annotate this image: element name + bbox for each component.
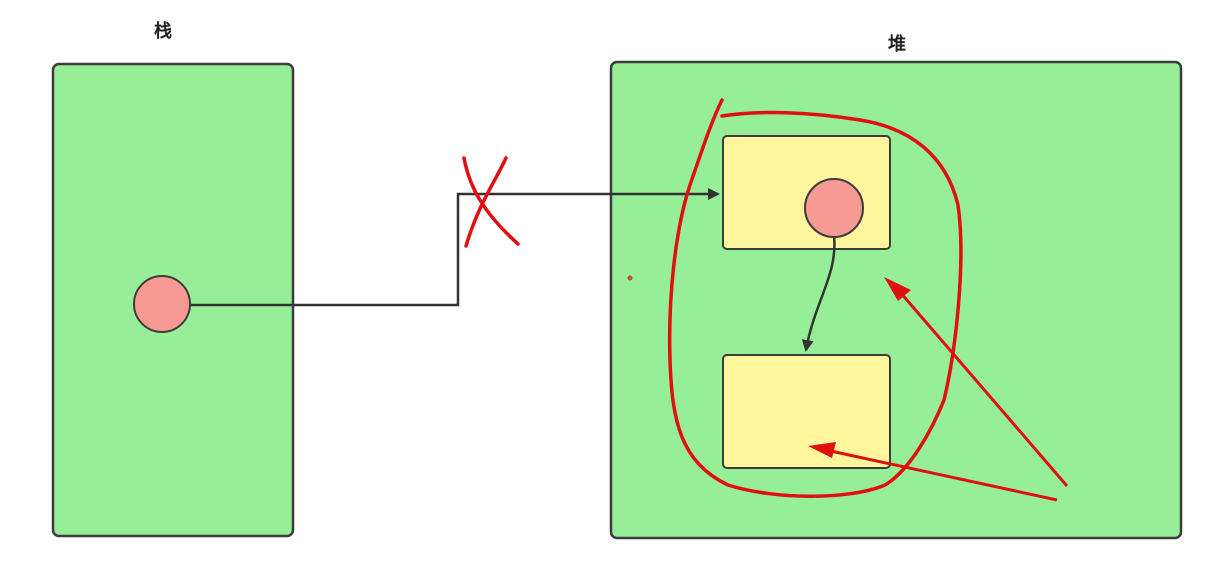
- garbage-group-circle: [667, 98, 963, 498]
- reference-cut-mark: [462, 156, 520, 248]
- annotation-arrow-lower-line: [825, 448, 1058, 502]
- stray-dot: [627, 275, 633, 281]
- heap-reference-node: [804, 178, 864, 238]
- heap-internal-reference-line: [801, 234, 836, 352]
- heap-object-lower: [722, 354, 891, 469]
- annotation-arrow-lower-head: [808, 442, 836, 458]
- heap-title: 堆: [888, 33, 906, 55]
- stack-reference-node: [133, 275, 191, 333]
- heap-object-upper: [722, 135, 891, 250]
- annotation-arrow-upper-line: [898, 291, 1069, 487]
- annotation-arrow-upper-head: [884, 277, 911, 301]
- stack-title: 栈: [154, 20, 172, 42]
- stack-to-heap-reference-line: [190, 188, 720, 307]
- annotation-arrows: [808, 277, 1069, 502]
